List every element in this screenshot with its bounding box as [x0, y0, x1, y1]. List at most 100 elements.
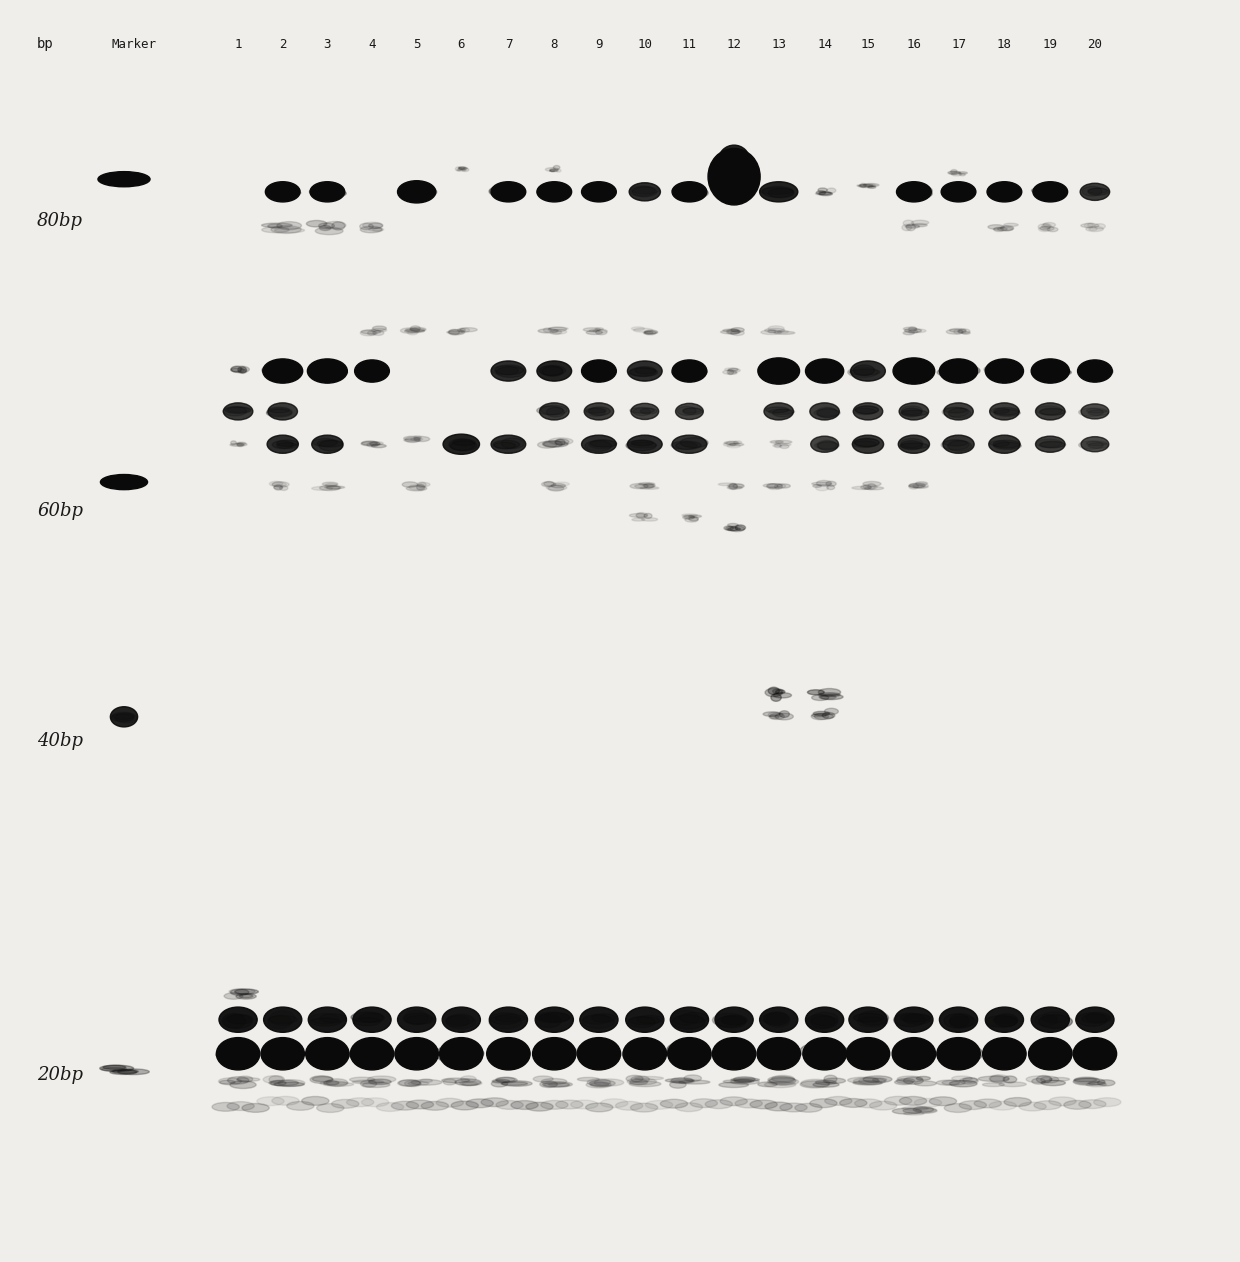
Ellipse shape	[98, 172, 150, 187]
Ellipse shape	[1074, 1076, 1100, 1084]
Ellipse shape	[764, 1012, 789, 1025]
Ellipse shape	[273, 440, 294, 448]
Ellipse shape	[1037, 1075, 1052, 1083]
Ellipse shape	[449, 439, 475, 451]
Ellipse shape	[362, 222, 383, 228]
Ellipse shape	[1042, 1012, 1068, 1023]
Ellipse shape	[593, 329, 608, 333]
Ellipse shape	[727, 370, 734, 375]
Ellipse shape	[353, 1017, 381, 1026]
Ellipse shape	[941, 439, 968, 451]
Ellipse shape	[903, 1108, 937, 1113]
Ellipse shape	[269, 481, 283, 486]
Ellipse shape	[904, 328, 921, 333]
Ellipse shape	[627, 435, 662, 453]
Ellipse shape	[537, 182, 572, 202]
Ellipse shape	[715, 1007, 753, 1032]
Ellipse shape	[417, 482, 427, 487]
Ellipse shape	[102, 1068, 126, 1071]
Ellipse shape	[765, 688, 782, 697]
Ellipse shape	[940, 358, 977, 384]
Ellipse shape	[763, 712, 780, 717]
Ellipse shape	[410, 326, 420, 331]
Ellipse shape	[854, 438, 879, 447]
Ellipse shape	[635, 485, 655, 488]
Ellipse shape	[718, 483, 735, 486]
Ellipse shape	[671, 1007, 708, 1032]
Ellipse shape	[895, 363, 921, 379]
Ellipse shape	[324, 1083, 353, 1087]
Ellipse shape	[936, 1080, 960, 1085]
Ellipse shape	[899, 1097, 926, 1106]
Ellipse shape	[852, 440, 877, 448]
Ellipse shape	[352, 1080, 383, 1084]
Ellipse shape	[361, 442, 379, 445]
Ellipse shape	[768, 1047, 794, 1059]
Ellipse shape	[859, 183, 867, 188]
Ellipse shape	[286, 1102, 314, 1111]
Ellipse shape	[311, 486, 332, 491]
Ellipse shape	[311, 365, 336, 379]
Ellipse shape	[310, 1018, 341, 1026]
Ellipse shape	[270, 187, 300, 194]
Ellipse shape	[373, 331, 384, 336]
Ellipse shape	[672, 435, 707, 453]
Ellipse shape	[765, 1102, 792, 1111]
Ellipse shape	[1038, 227, 1050, 232]
Ellipse shape	[631, 327, 645, 331]
Ellipse shape	[1037, 367, 1070, 376]
Ellipse shape	[113, 1070, 138, 1074]
Ellipse shape	[1085, 363, 1106, 375]
Ellipse shape	[769, 714, 779, 719]
Ellipse shape	[636, 512, 645, 519]
Ellipse shape	[728, 369, 738, 371]
Ellipse shape	[264, 1007, 301, 1032]
Ellipse shape	[460, 328, 477, 332]
Ellipse shape	[502, 1080, 532, 1087]
Ellipse shape	[222, 1013, 246, 1029]
Ellipse shape	[1078, 360, 1112, 382]
Ellipse shape	[407, 1100, 434, 1109]
Ellipse shape	[1086, 226, 1104, 231]
Ellipse shape	[975, 1099, 1002, 1108]
Ellipse shape	[315, 227, 343, 235]
Text: 9: 9	[595, 38, 603, 50]
Ellipse shape	[634, 328, 652, 332]
Ellipse shape	[231, 443, 244, 447]
Ellipse shape	[849, 369, 880, 375]
Ellipse shape	[1073, 1078, 1105, 1085]
Ellipse shape	[1086, 440, 1107, 445]
Ellipse shape	[810, 403, 839, 420]
Ellipse shape	[224, 993, 243, 1000]
Ellipse shape	[118, 1069, 149, 1075]
Ellipse shape	[275, 366, 300, 377]
Ellipse shape	[645, 331, 657, 334]
Ellipse shape	[725, 442, 739, 445]
Ellipse shape	[407, 184, 435, 197]
Ellipse shape	[818, 689, 841, 695]
Ellipse shape	[959, 329, 970, 333]
Ellipse shape	[404, 437, 420, 440]
Ellipse shape	[414, 437, 430, 442]
Ellipse shape	[817, 408, 838, 418]
Ellipse shape	[895, 1007, 932, 1032]
Ellipse shape	[988, 225, 1004, 230]
Ellipse shape	[661, 1099, 688, 1108]
Ellipse shape	[491, 182, 526, 202]
Ellipse shape	[678, 187, 708, 198]
Ellipse shape	[672, 1015, 704, 1029]
Ellipse shape	[590, 440, 616, 447]
Ellipse shape	[758, 1082, 777, 1087]
Text: bp: bp	[37, 37, 55, 52]
Ellipse shape	[723, 443, 735, 447]
Ellipse shape	[1085, 1012, 1110, 1022]
Ellipse shape	[538, 329, 558, 333]
Ellipse shape	[982, 1047, 1018, 1065]
Ellipse shape	[1089, 1082, 1105, 1085]
Ellipse shape	[549, 327, 568, 329]
Ellipse shape	[226, 406, 250, 414]
Ellipse shape	[906, 223, 915, 231]
Ellipse shape	[263, 1075, 283, 1083]
Ellipse shape	[991, 365, 1016, 376]
Ellipse shape	[229, 444, 242, 447]
